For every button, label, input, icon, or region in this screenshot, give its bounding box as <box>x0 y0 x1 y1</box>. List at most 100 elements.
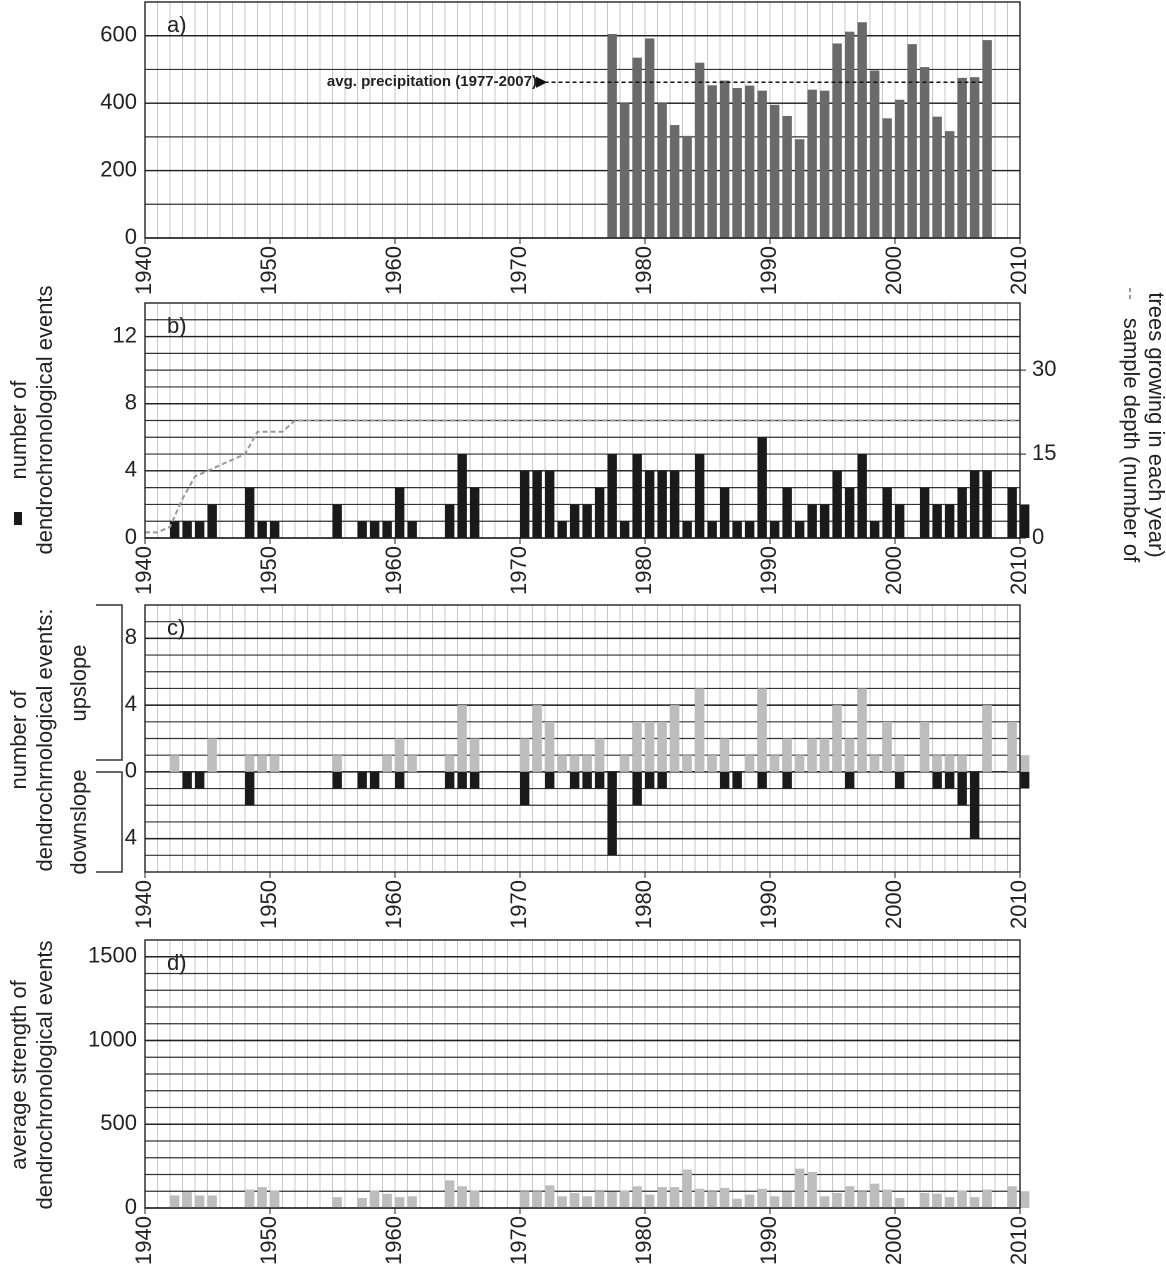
bar <box>407 1196 417 1208</box>
panel: 0 4 8 12 0 15 30 1940 1950 1960 1970 1980 1990 2000 20… <box>113 302 1056 595</box>
bar <box>195 771 205 789</box>
bar <box>820 504 830 538</box>
x-tick-label: 1980 <box>631 546 656 595</box>
bar <box>670 1187 680 1208</box>
bar <box>207 1195 217 1208</box>
y-tick-label: 200 <box>100 156 137 181</box>
bar <box>657 1187 667 1208</box>
bar <box>782 771 792 789</box>
bar <box>645 771 655 789</box>
bar <box>782 1192 792 1208</box>
y-axis-label: dendrochronological events <box>32 285 57 554</box>
bar <box>470 487 480 538</box>
y2-axis-label: trees growing in each year) <box>1144 292 1166 557</box>
y2-tick-label: 30 <box>1032 356 1056 381</box>
bar <box>645 38 655 238</box>
panel-title: a) <box>167 12 187 37</box>
bar <box>1007 721 1017 772</box>
y-axis-label: number of <box>6 380 31 480</box>
bar <box>732 771 742 789</box>
bar <box>932 1193 942 1208</box>
bar <box>720 80 730 238</box>
bar <box>245 1189 255 1208</box>
bar <box>845 1186 855 1208</box>
bar <box>357 1197 367 1208</box>
bar <box>595 738 605 772</box>
x-tick-label: 1960 <box>381 546 406 595</box>
panel-title: b) <box>167 313 187 338</box>
y-tick-label: 4 <box>125 457 137 482</box>
bar <box>920 67 930 238</box>
bar <box>957 1190 967 1208</box>
bar <box>882 721 892 772</box>
bar <box>845 487 855 538</box>
bar <box>745 85 755 239</box>
y-tick-label: 0 <box>125 524 137 549</box>
series-label: downslope <box>66 769 91 874</box>
y-axis-label: average strength of <box>6 979 31 1169</box>
bar <box>920 1192 930 1208</box>
bar <box>882 487 892 538</box>
bar <box>195 521 205 538</box>
y-tick-label: 4 <box>125 691 137 716</box>
bar <box>1020 755 1030 772</box>
bar <box>982 470 992 538</box>
bar <box>970 470 980 538</box>
x-tick-label: 1990 <box>756 546 781 595</box>
bar <box>770 1196 780 1208</box>
bar <box>895 99 905 239</box>
bar <box>870 755 880 772</box>
bar <box>170 521 180 538</box>
bar <box>970 771 980 839</box>
y-tick-label: 8 <box>125 390 137 415</box>
x-tick-label: 1990 <box>756 880 781 929</box>
bracket <box>96 771 123 873</box>
bar <box>845 31 855 238</box>
bar <box>732 1198 742 1208</box>
bar <box>382 521 392 538</box>
bar <box>757 771 767 789</box>
bar <box>207 738 217 772</box>
bar <box>932 755 942 772</box>
bar <box>870 70 880 238</box>
bar <box>357 521 367 538</box>
bar <box>782 487 792 538</box>
bar <box>957 755 967 772</box>
bar <box>957 771 967 806</box>
x-tick-label: 2010 <box>1006 1216 1031 1265</box>
x-tick-label: 1940 <box>131 880 156 929</box>
bar <box>895 771 905 789</box>
y-tick-label: 600 <box>100 22 137 47</box>
y-axis-label: dendrochronological events <box>32 940 57 1209</box>
bar <box>945 771 955 789</box>
bar <box>520 771 530 806</box>
bar <box>657 771 667 789</box>
bar <box>982 1189 992 1208</box>
bar <box>607 454 617 538</box>
x-tick-label: 1960 <box>381 1216 406 1265</box>
bar <box>570 1192 580 1208</box>
panel: 0 200 400 600 1940 1950 1960 1970 1980 1990 2000 20… <box>100 1 1031 295</box>
bar <box>707 85 717 238</box>
bar <box>182 1192 192 1208</box>
bar <box>370 771 380 789</box>
bar <box>757 90 767 238</box>
bar <box>682 1169 692 1208</box>
bar <box>545 470 555 538</box>
bar <box>407 521 417 538</box>
bar <box>170 1195 180 1208</box>
bar <box>745 755 755 772</box>
bar <box>407 755 417 772</box>
bar <box>470 738 480 772</box>
x-tick-label: 1970 <box>506 880 531 929</box>
bar <box>532 705 542 772</box>
x-tick-label: 1970 <box>506 546 531 595</box>
y-tick-label: 0 <box>125 224 137 249</box>
x-tick-label: 1990 <box>756 1216 781 1265</box>
bar <box>582 771 592 789</box>
x-tick-label: 1960 <box>381 246 406 295</box>
bar <box>532 1191 542 1208</box>
x-tick-label: 2010 <box>1006 880 1031 929</box>
y-tick-label: 1500 <box>88 943 137 968</box>
bar <box>820 1196 830 1208</box>
